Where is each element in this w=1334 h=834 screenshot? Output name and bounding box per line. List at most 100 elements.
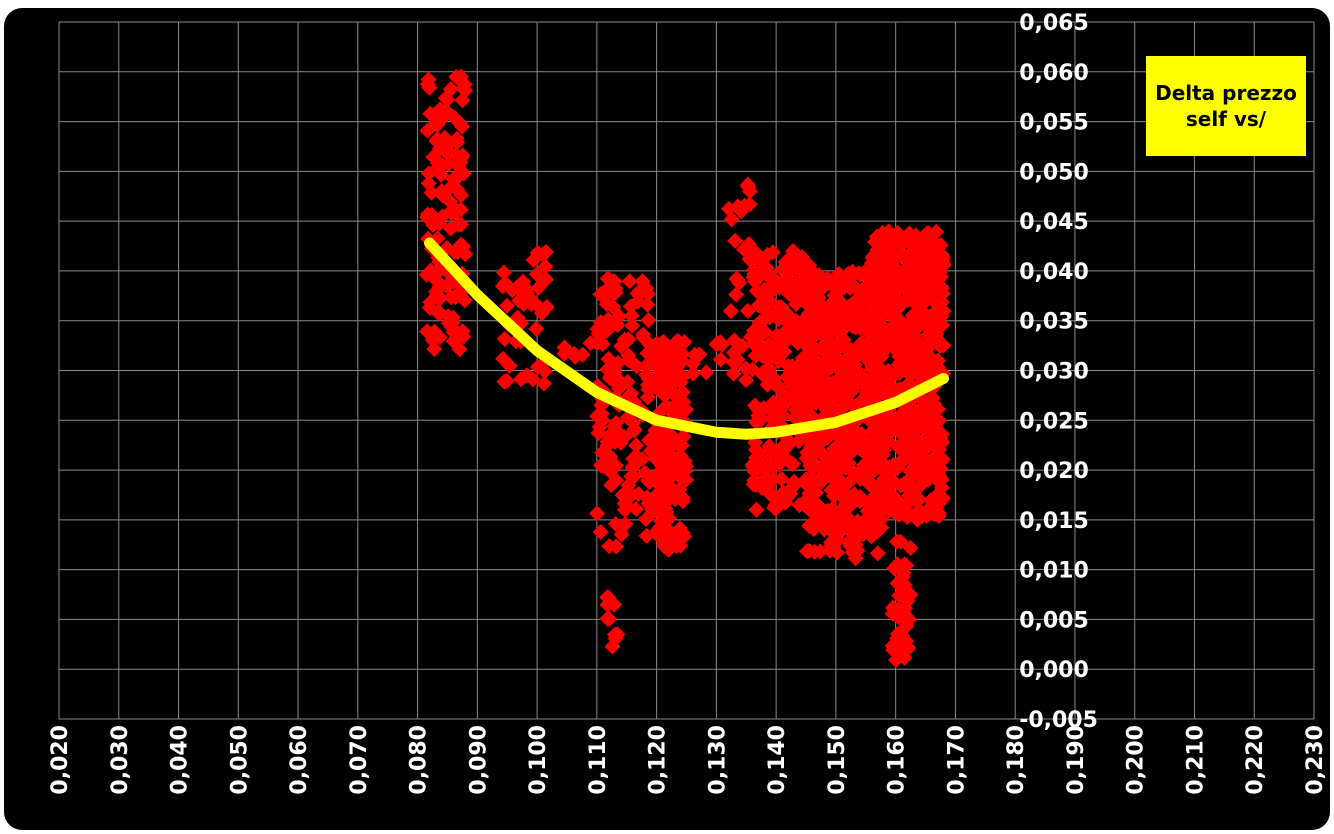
data-point xyxy=(899,479,916,496)
data-point xyxy=(729,271,746,288)
data-point xyxy=(751,458,768,475)
data-point xyxy=(866,443,883,460)
data-point xyxy=(621,273,638,290)
data-point xyxy=(813,339,830,356)
data-point xyxy=(592,524,609,541)
data-point xyxy=(840,455,857,472)
data-point xyxy=(725,365,742,382)
data-point xyxy=(838,508,855,525)
data-point xyxy=(919,471,936,488)
data-point xyxy=(893,275,910,292)
data-point xyxy=(607,515,624,532)
data-point xyxy=(588,505,605,522)
grid-lines xyxy=(58,21,1315,720)
y-tick-label: 0,045 xyxy=(1019,210,1089,235)
data-point xyxy=(419,76,436,93)
data-point xyxy=(798,267,815,284)
data-point xyxy=(676,333,693,350)
data-point xyxy=(748,501,765,518)
x-tick-label: 0,170 xyxy=(944,725,969,795)
data-point xyxy=(775,484,792,501)
data-point xyxy=(674,384,691,401)
data-point xyxy=(736,197,753,214)
data-point xyxy=(616,429,633,446)
data-point xyxy=(807,353,824,370)
x-tick-label: 0,130 xyxy=(705,725,730,795)
data-point xyxy=(776,387,793,404)
data-point xyxy=(781,328,798,345)
data-point xyxy=(854,334,871,351)
data-point xyxy=(836,352,853,369)
data-point xyxy=(494,278,511,295)
data-point xyxy=(890,609,907,626)
data-point xyxy=(887,260,904,277)
data-point xyxy=(698,364,715,381)
data-point xyxy=(614,487,631,504)
data-point xyxy=(785,243,802,260)
chart-frame: 0,065 0,060 0,055 0,050 0,045 0,040 0,035 0,030… xyxy=(4,8,1330,830)
data-point xyxy=(811,269,828,286)
data-point xyxy=(875,502,892,519)
data-point xyxy=(429,289,446,306)
data-point xyxy=(650,375,667,392)
x-tick-label: 0,110 xyxy=(586,725,611,795)
data-point xyxy=(891,365,908,382)
data-point xyxy=(762,307,779,324)
data-point xyxy=(914,508,931,525)
data-point xyxy=(420,165,437,182)
x-tick-label: 0,090 xyxy=(466,725,491,795)
data-point xyxy=(852,489,869,506)
data-point xyxy=(657,531,674,548)
data-point xyxy=(437,89,454,106)
data-point xyxy=(750,407,767,424)
y-axis-ticks: 0,065 0,060 0,055 0,050 0,045 0,040 0,035 0,030… xyxy=(1019,11,1098,733)
y-tick-label: 0,030 xyxy=(1019,360,1089,385)
x-tick-label: 0,180 xyxy=(1004,725,1029,795)
data-point xyxy=(909,339,926,356)
data-point xyxy=(810,289,827,306)
legend-box: Delta prezzo self vs/ xyxy=(1146,56,1306,156)
data-point xyxy=(447,289,464,306)
data-point xyxy=(846,375,863,392)
data-point xyxy=(784,455,801,472)
data-point xyxy=(756,281,773,298)
data-point xyxy=(443,318,460,335)
data-point xyxy=(449,244,466,261)
data-point xyxy=(449,134,466,151)
data-point xyxy=(803,469,820,486)
data-point xyxy=(776,343,793,360)
x-tick-label: 0,060 xyxy=(287,725,312,795)
data-point xyxy=(509,278,526,295)
x-axis-ticks: 0,020 0,030 0,040 0,050 0,060 0,070 0,080 0,090… xyxy=(48,725,1328,795)
x-tick-label: 0,200 xyxy=(1124,725,1149,795)
data-point xyxy=(897,588,914,605)
data-point xyxy=(674,493,691,510)
data-point xyxy=(760,361,777,378)
data-point xyxy=(786,409,803,426)
data-point xyxy=(786,473,803,490)
data-point xyxy=(824,500,841,517)
data-point xyxy=(600,351,617,368)
y-tick-label: 0,010 xyxy=(1019,559,1089,584)
data-point xyxy=(726,332,743,349)
data-point xyxy=(676,453,693,470)
data-point xyxy=(933,279,950,296)
data-point xyxy=(826,304,843,321)
data-point xyxy=(889,575,906,592)
data-point xyxy=(750,297,767,314)
data-point xyxy=(922,228,939,245)
x-tick-label: 0,080 xyxy=(407,725,432,795)
data-point xyxy=(930,469,947,486)
data-point xyxy=(433,166,450,183)
data-point xyxy=(676,528,693,545)
data-point xyxy=(433,183,450,200)
data-point xyxy=(728,286,745,303)
data-point xyxy=(875,319,892,336)
legend-text: Delta prezzo self vs/ xyxy=(1155,81,1297,131)
data-point xyxy=(803,483,820,500)
data-point xyxy=(623,307,640,324)
data-point xyxy=(630,293,647,310)
data-point xyxy=(833,522,850,539)
data-point xyxy=(904,354,921,371)
data-point xyxy=(604,638,621,655)
